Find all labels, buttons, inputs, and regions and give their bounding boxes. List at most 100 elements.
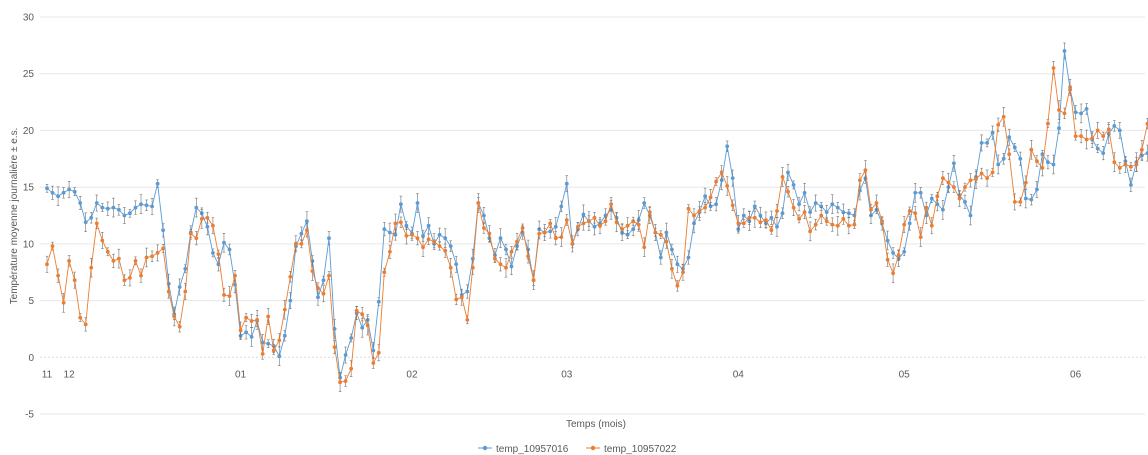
- data-point: [271, 348, 276, 353]
- data-point: [1101, 151, 1106, 156]
- data-point: [642, 245, 647, 250]
- data-point: [194, 205, 199, 210]
- data-point: [426, 237, 431, 242]
- data-point: [299, 242, 304, 246]
- y-tick-label: 10: [23, 239, 35, 250]
- data-point: [437, 244, 442, 249]
- data-point: [764, 218, 768, 222]
- series-layer: [45, 42, 1148, 392]
- data-point: [305, 228, 309, 233]
- y-tick-label: 5: [28, 296, 34, 307]
- data-point: [509, 264, 514, 269]
- data-point: [67, 259, 71, 263]
- data-point: [598, 223, 602, 228]
- data-point: [647, 210, 652, 215]
- data-point: [559, 235, 564, 240]
- data-point: [841, 217, 846, 221]
- data-point: [526, 254, 530, 259]
- data-point: [1145, 121, 1148, 126]
- data-point: [913, 211, 918, 216]
- data-point: [741, 221, 746, 226]
- data-point: [963, 185, 967, 190]
- data-point: [670, 247, 674, 252]
- data-point: [1129, 183, 1133, 187]
- data-point: [1117, 166, 1122, 170]
- series-1: [45, 42, 1148, 384]
- legend-item-series-1: temp_10957016: [478, 444, 569, 455]
- data-point: [205, 224, 210, 229]
- data-point: [105, 206, 110, 211]
- data-point: [802, 210, 807, 215]
- data-point: [476, 201, 481, 205]
- data-point: [758, 220, 763, 225]
- data-point: [941, 176, 945, 181]
- data-point: [72, 278, 77, 283]
- data-point: [415, 236, 420, 241]
- data-point: [487, 231, 492, 236]
- data-point: [1112, 160, 1117, 165]
- data-point: [1046, 121, 1050, 126]
- data-point: [343, 353, 348, 357]
- x-tick-label: 11: [42, 369, 53, 380]
- data-point: [548, 229, 553, 234]
- data-point: [974, 177, 978, 182]
- x-tick-label: 01: [235, 369, 247, 380]
- data-point: [1040, 152, 1045, 157]
- data-point: [404, 234, 409, 238]
- data-point: [1035, 159, 1039, 164]
- data-point: [675, 283, 680, 288]
- data-point: [83, 220, 88, 225]
- data-point: [802, 190, 807, 195]
- data-point: [1073, 110, 1078, 115]
- data-point: [388, 230, 392, 235]
- data-point: [393, 221, 398, 226]
- data-point: [775, 224, 779, 229]
- data-point: [813, 222, 818, 227]
- data-point: [1046, 160, 1050, 165]
- data-point: [835, 205, 840, 210]
- data-point: [482, 213, 486, 218]
- data-point: [797, 217, 801, 221]
- data-point: [531, 278, 536, 283]
- data-point: [443, 248, 448, 253]
- legend-marker-series-2: [590, 445, 596, 451]
- data-point: [410, 232, 414, 237]
- data-point: [470, 265, 475, 270]
- data-point: [869, 207, 873, 212]
- data-point: [393, 232, 398, 237]
- data-point: [1051, 66, 1056, 70]
- data-point: [780, 211, 785, 216]
- data-point: [360, 312, 365, 317]
- data-point: [725, 144, 730, 149]
- data-point: [780, 175, 785, 179]
- data-point: [161, 246, 166, 251]
- data-point: [421, 245, 425, 250]
- data-point: [50, 190, 55, 195]
- data-point: [1079, 111, 1083, 116]
- data-point: [907, 221, 912, 226]
- data-point: [515, 239, 519, 244]
- data-point: [653, 230, 658, 235]
- data-point: [399, 220, 403, 225]
- data-point: [581, 212, 586, 217]
- data-point: [664, 230, 669, 235]
- data-point: [692, 213, 696, 218]
- data-point: [172, 314, 177, 319]
- data-point: [835, 223, 840, 228]
- data-point: [918, 190, 923, 195]
- data-point: [465, 318, 470, 322]
- data-point: [813, 201, 818, 205]
- y-tick-label: 0: [28, 353, 34, 364]
- data-point: [786, 170, 790, 175]
- data-point: [852, 222, 857, 227]
- data-point: [61, 300, 66, 305]
- data-point: [382, 270, 387, 275]
- data-point: [327, 273, 331, 278]
- legend: temp_10957016 temp_10957022: [478, 444, 677, 455]
- data-point: [592, 224, 597, 229]
- data-point: [404, 223, 409, 228]
- data-point: [703, 194, 707, 199]
- data-point: [990, 130, 995, 135]
- data-point: [620, 227, 624, 232]
